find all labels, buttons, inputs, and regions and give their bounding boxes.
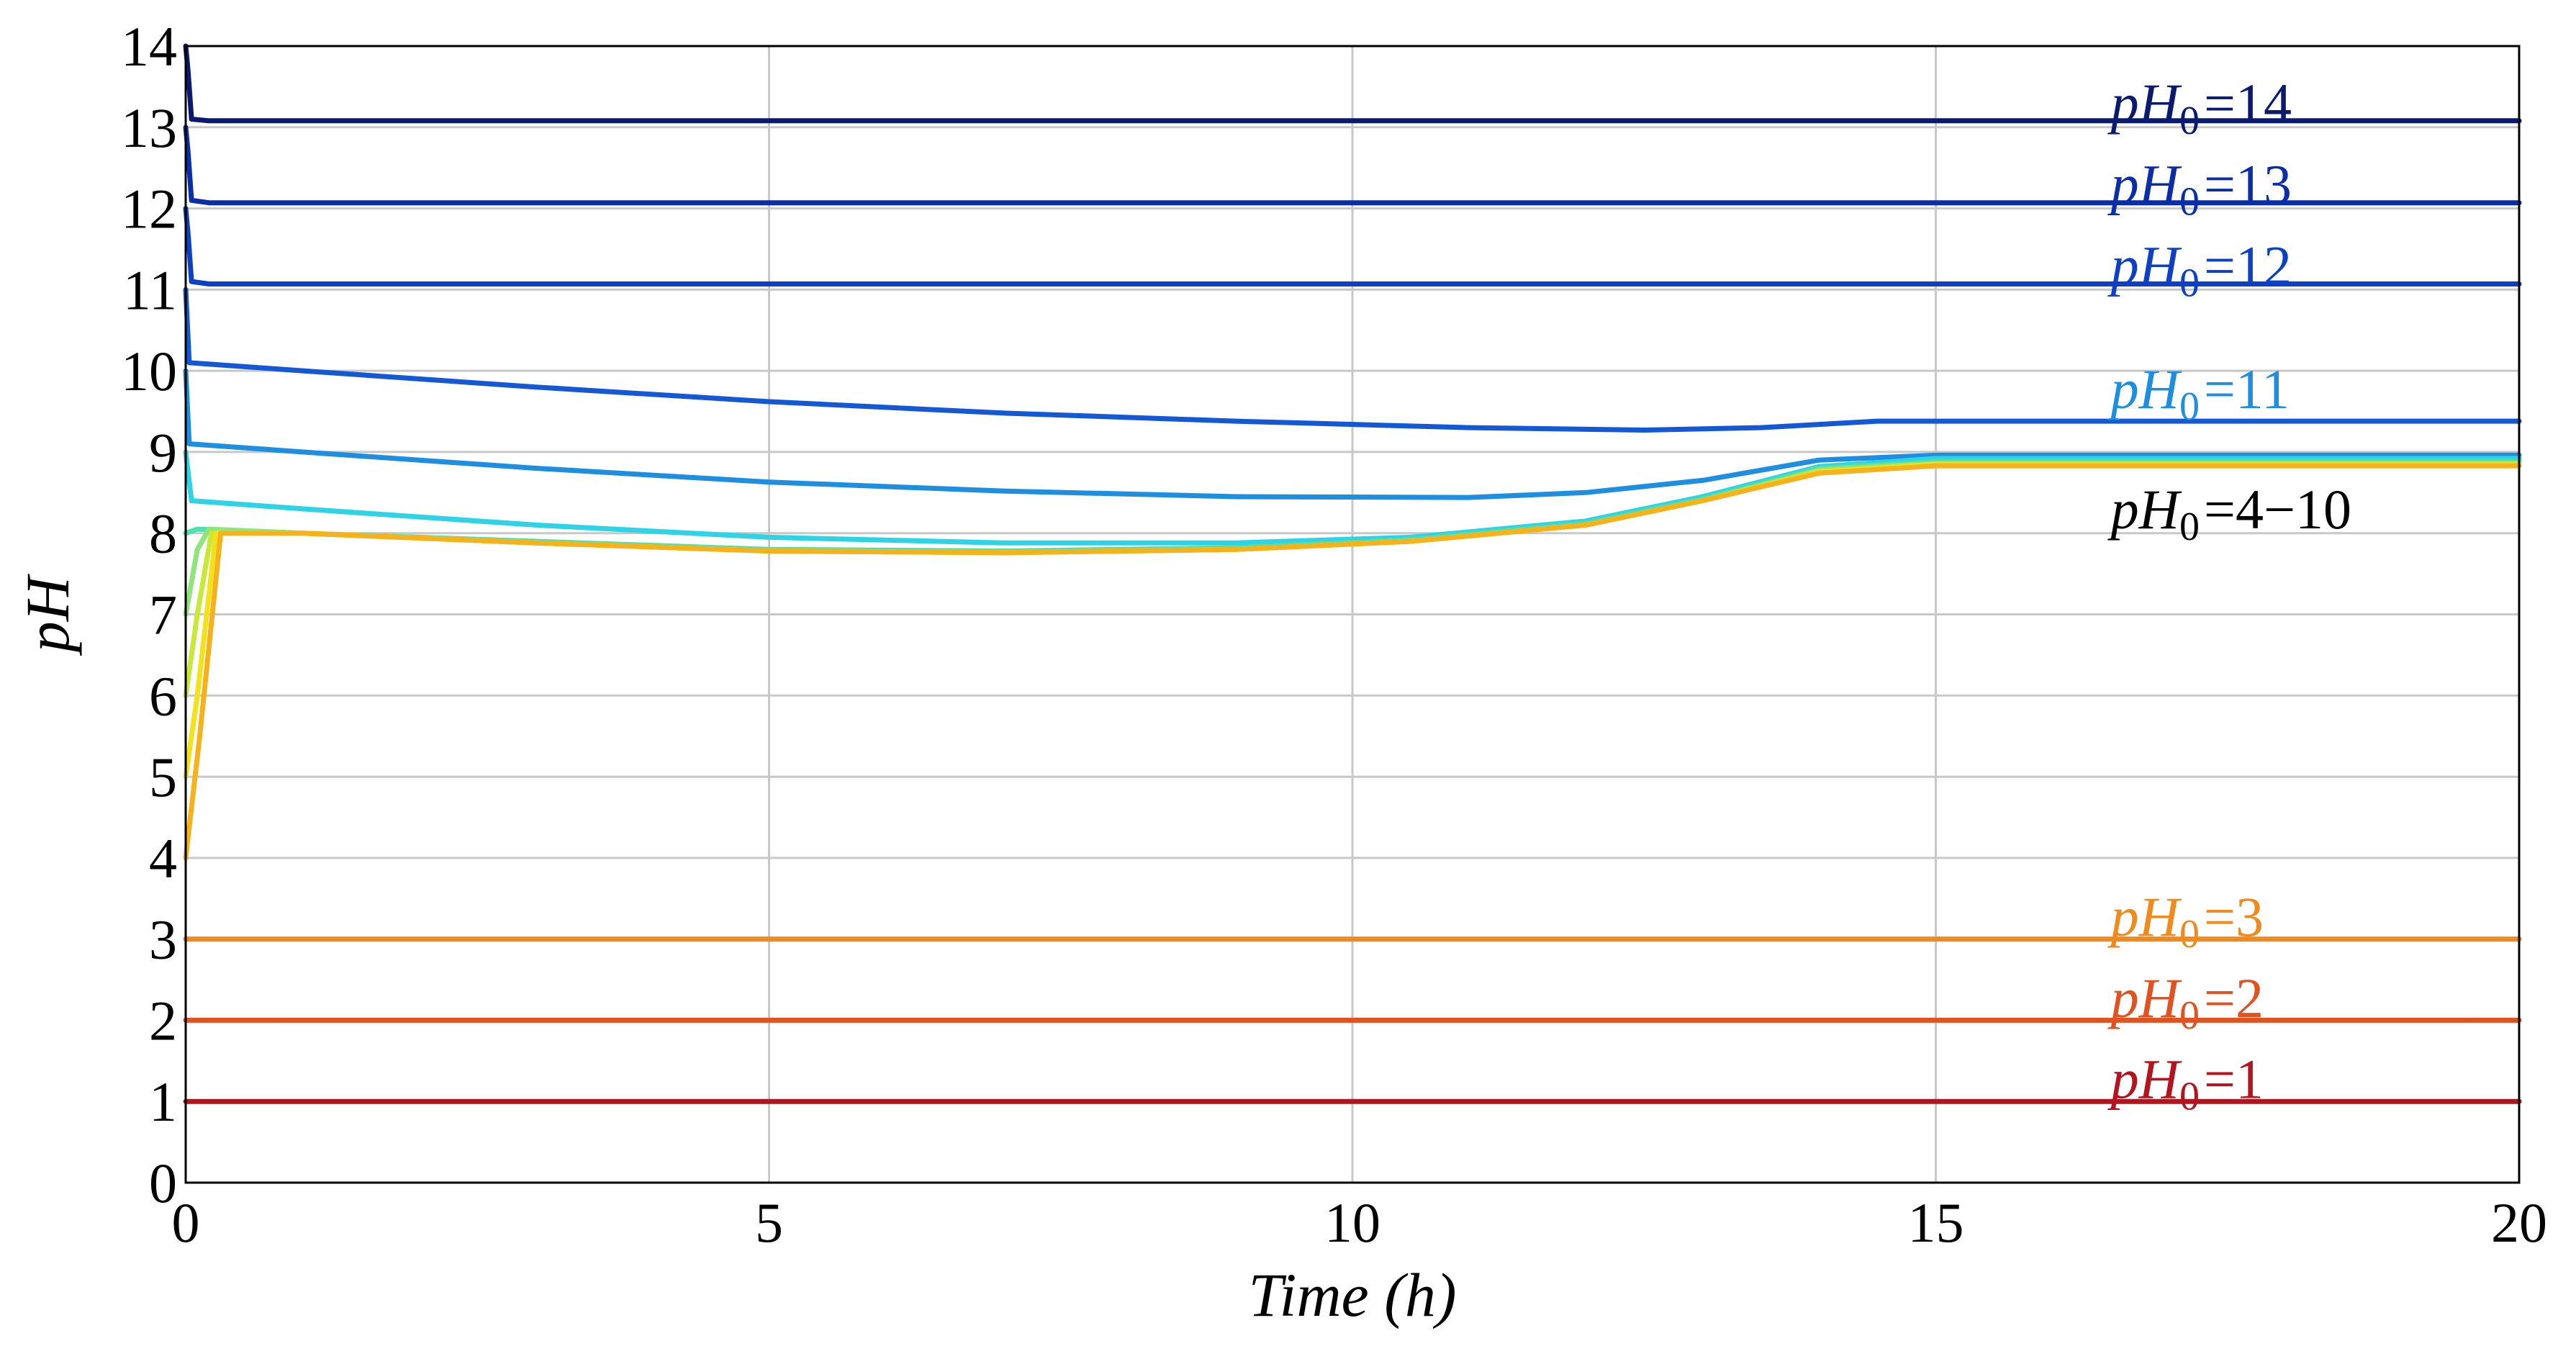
data-series — [183, 43, 2522, 1104]
series-annotation: pH0=1 — [2107, 1048, 2264, 1119]
x-tick-label: 10 — [1324, 1191, 1380, 1254]
y-tick-label: 6 — [149, 664, 177, 727]
series-line-5 — [183, 368, 2522, 500]
x-tick-labels: 0 5 10 15 20 — [172, 1191, 2548, 1254]
series-annotation: pH0=11 — [2107, 358, 2290, 429]
y-tick-label: 13 — [121, 96, 177, 159]
y-tick-label: 1 — [149, 1070, 177, 1133]
x-axis-label: Time (h) — [1248, 1260, 1456, 1329]
y-tick-label: 4 — [149, 827, 177, 890]
series-line-11 — [183, 463, 2522, 861]
x-tick-label: 5 — [755, 1191, 783, 1254]
y-tick-label: 5 — [149, 746, 177, 808]
series-annotation: pH0=13 — [2107, 153, 2292, 225]
y-tick-label: 8 — [149, 502, 177, 565]
series-line-3 — [183, 206, 2522, 286]
y-tick-label: 12 — [121, 178, 177, 240]
plot-frame — [184, 45, 2521, 1184]
series-annotation: pH0=4−10 — [2107, 478, 2351, 549]
series-annotation: pH0=2 — [2107, 967, 2264, 1038]
series-annotation: pH0=3 — [2107, 885, 2264, 957]
series-annotation: pH0=14 — [2107, 72, 2292, 143]
series-annotation: pH0=12 — [2107, 235, 2292, 306]
series-line-1 — [183, 43, 2522, 124]
x-tick-label: 0 — [172, 1191, 200, 1254]
y-axis-label: pH — [13, 574, 82, 656]
y-tick-label: 11 — [123, 258, 177, 321]
y-tick-label: 0 — [149, 1152, 177, 1214]
x-tick-label: 20 — [2491, 1191, 2547, 1254]
series-line-4 — [183, 286, 2522, 433]
y-tick-label: 9 — [149, 421, 177, 484]
x-tick-label: 15 — [1908, 1191, 1964, 1254]
y-tick-label: 2 — [149, 989, 177, 1052]
y-tick-label: 7 — [149, 584, 177, 646]
y-tick-label: 3 — [149, 908, 177, 971]
series-annotations: pH0=14 pH0=13 pH0=12 pH0=11 pH0=4−10 pH0=3 pH0… — [2107, 72, 2351, 1119]
series-line-2 — [183, 125, 2522, 206]
y-tick-label: 14 — [121, 15, 177, 78]
y-tick-label: 10 — [121, 340, 177, 402]
